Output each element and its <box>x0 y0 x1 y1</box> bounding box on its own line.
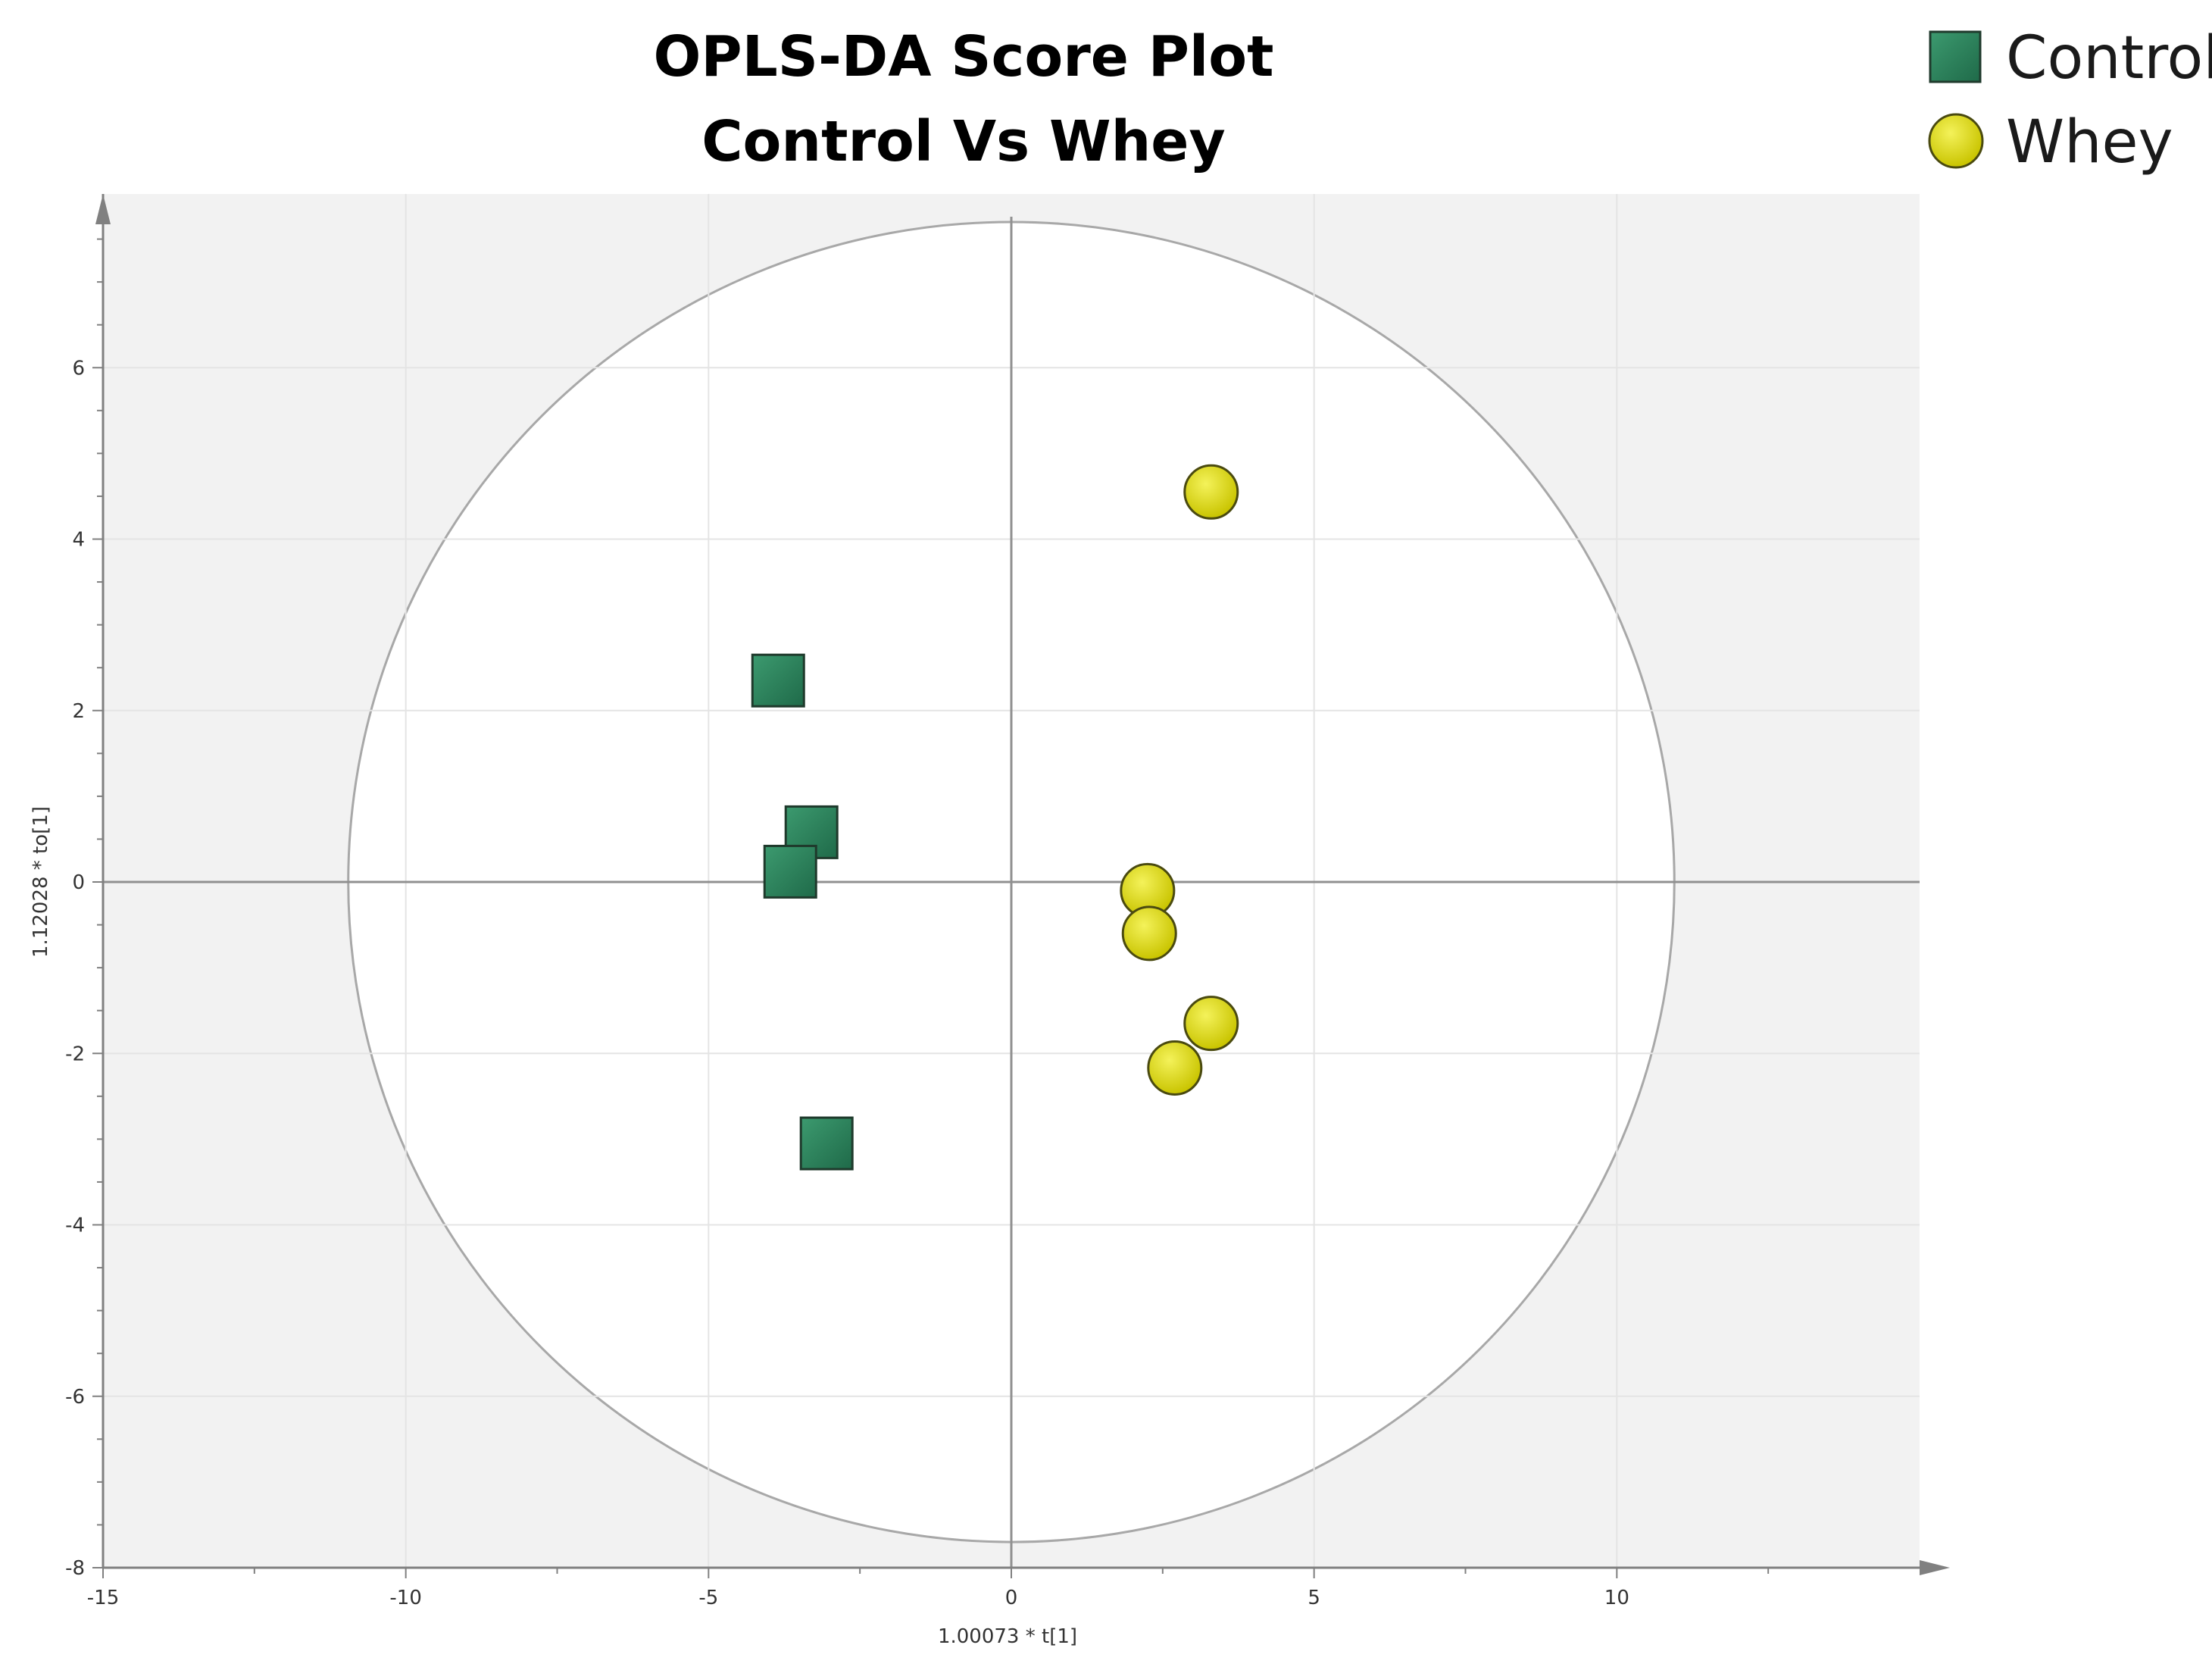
axes <box>92 194 1950 1578</box>
legend: Control Whey <box>1928 24 2212 177</box>
y-tick-label: 6 <box>72 357 85 380</box>
y-tick-label: -4 <box>65 1215 85 1237</box>
data-points <box>751 464 1239 1171</box>
y-tick-label: 0 <box>72 871 85 894</box>
whey-point <box>1183 996 1239 1052</box>
y-axis-arrow <box>95 194 111 224</box>
y-tick-label: -8 <box>65 1557 85 1580</box>
control-point <box>751 653 805 708</box>
x-tick-label: -15 <box>87 1587 119 1609</box>
whey-point <box>1183 464 1239 520</box>
x-tick-label: -5 <box>698 1587 718 1609</box>
chart-subtitle: Control Vs Whey <box>701 109 1225 174</box>
control-point <box>763 844 817 899</box>
y-tick-label: 4 <box>72 529 85 552</box>
y-axis-label: 1.12028 * to[1] <box>30 806 52 958</box>
x-tick-label: -10 <box>389 1587 421 1609</box>
control-point <box>799 1116 854 1171</box>
whey-point <box>1147 1040 1203 1096</box>
x-axis-label: 1.00073 * t[1] <box>938 1625 1077 1648</box>
whey-point <box>1121 905 1177 962</box>
chart-title: OPLS-DA Score Plot <box>653 24 1273 89</box>
y-tick-label: -2 <box>65 1043 85 1065</box>
legend-control-swatch <box>1929 30 1982 83</box>
legend-control-label: Control <box>2006 24 2212 92</box>
y-tick-label: -6 <box>65 1386 85 1409</box>
x-tick-label: 10 <box>1604 1587 1629 1609</box>
legend-whey-swatch <box>1928 113 1984 169</box>
x-tick-label: 0 <box>1005 1587 1018 1609</box>
x-tick-label: 5 <box>1308 1587 1320 1609</box>
legend-whey-label: Whey <box>2006 108 2173 177</box>
x-axis-arrow <box>1920 1560 1950 1575</box>
zero-lines <box>103 217 1920 1568</box>
y-tick-label: 2 <box>72 700 85 723</box>
tick-labels: -15 -10 -5 0 5 10 -8 -6 -4 -2 0 2 4 6 <box>65 357 1629 1609</box>
